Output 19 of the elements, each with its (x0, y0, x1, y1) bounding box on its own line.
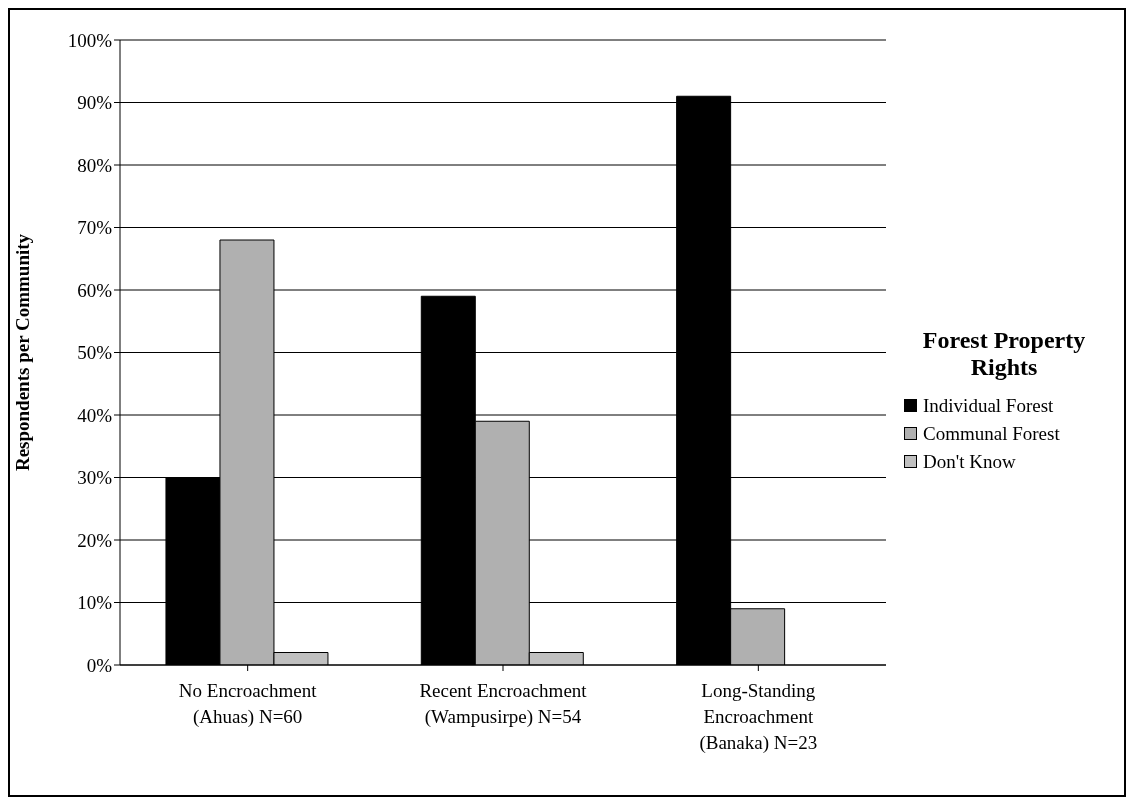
y-tick-label: 60% (77, 279, 113, 301)
y-axis-title: Respondents per Community (11, 233, 33, 472)
y-tick-label: 10% (77, 592, 113, 614)
legend-label: Don't Know (923, 450, 1016, 473)
x-tick-label: Recent Encroachment (Wampusirpe) N=54 (419, 680, 588, 728)
y-tick-label: 0% (86, 654, 113, 676)
legend-title: Forest Property Rights (921, 326, 1087, 381)
legend-label: Communal Forest (923, 422, 1060, 445)
x-tick-label: Long-Standing Encroachment (Banaka) N=23 (699, 680, 818, 754)
y-tick-label: 70% (77, 217, 113, 239)
y-tick-label: 50% (77, 342, 113, 364)
y-tick-label: 40% (77, 404, 113, 426)
y-tick-label: 80% (77, 154, 113, 176)
legend-label: Individual Forest (923, 394, 1054, 417)
y-tick-label: 100% (67, 29, 113, 51)
x-tick-label: No Encroachment (Ahuas) N=60 (178, 680, 318, 728)
y-tick-label: 90% (77, 92, 113, 114)
y-tick-label: 30% (77, 467, 113, 489)
y-tick-label: 20% (77, 529, 113, 551)
